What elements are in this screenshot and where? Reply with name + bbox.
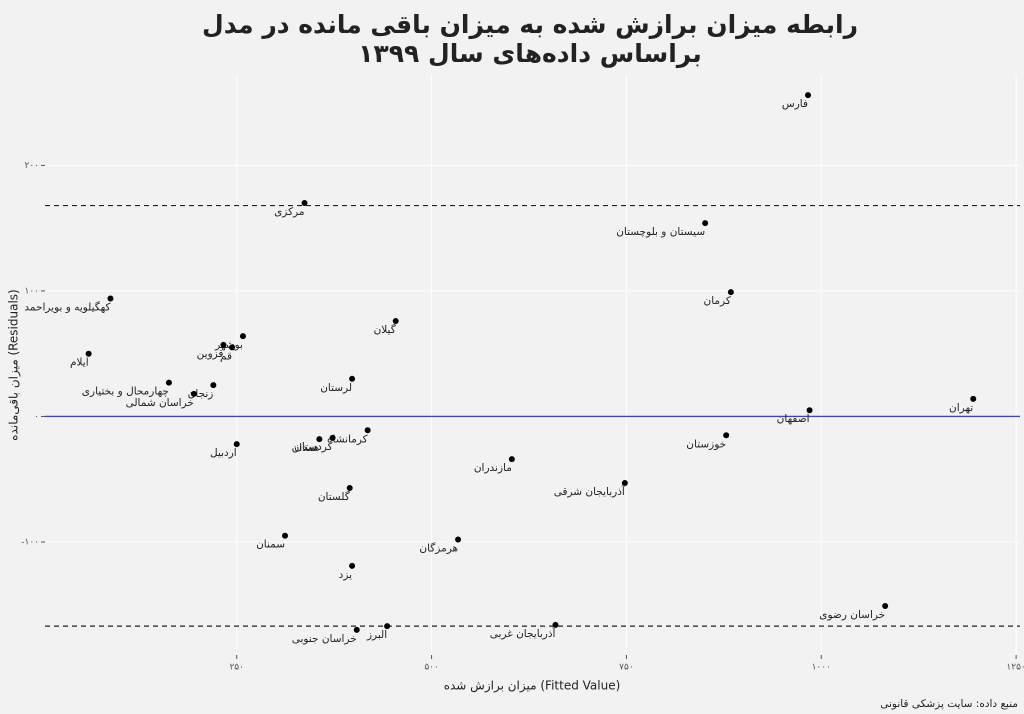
point-label: فارس xyxy=(782,98,808,110)
point-label: قزوین xyxy=(197,348,224,360)
point xyxy=(190,390,197,397)
point xyxy=(220,341,227,348)
point-label: هرمزگان xyxy=(419,542,458,555)
point-label: کهگیلویه و بویراحمد xyxy=(24,300,110,313)
point xyxy=(210,382,217,389)
point-label: البرز xyxy=(366,629,387,641)
plot-area: ۲۵۰ ۵۰۰ ۷۵۰ ۱۰۰۰ ۱۲۵۰ -۱۰۰ ۰ ۱۰۰ ۲۰۰ فارس مرکزی سیس… xyxy=(21,75,1024,673)
point xyxy=(239,333,246,340)
point xyxy=(316,436,323,443)
point-label: تهران xyxy=(949,402,973,414)
point xyxy=(233,441,240,448)
point xyxy=(702,220,709,227)
point xyxy=(85,350,92,357)
point-label: مازندران xyxy=(474,462,512,474)
x-tick-label: ۷۵۰ xyxy=(619,663,634,673)
x-tick-label: ۲۵۰ xyxy=(229,663,244,673)
point xyxy=(282,532,289,539)
chart-title: رابطه میزان برازش شده به میزان باقی ماند… xyxy=(202,10,858,40)
point-label: کرمانشاه xyxy=(327,433,368,445)
point xyxy=(806,407,813,414)
point xyxy=(621,480,628,487)
y-tick-label: -۱۰۰ xyxy=(21,538,39,548)
point-label: سمنان xyxy=(256,539,285,551)
point xyxy=(727,289,734,296)
x-tick-label: ۵۰۰ xyxy=(424,663,439,673)
point-label: ایلام xyxy=(70,357,89,369)
point xyxy=(508,456,515,463)
point-label: سیستان و بلوچستان xyxy=(616,226,705,238)
point xyxy=(353,626,360,633)
point xyxy=(349,375,356,382)
x-tick-label: ۱۰۰۰ xyxy=(812,663,831,673)
point-label: اصفهان xyxy=(777,413,810,425)
point-label: اردبیل xyxy=(210,447,237,459)
point xyxy=(301,200,308,207)
point-label: کردستان xyxy=(294,441,332,453)
x-axis-label: میزان برازش شده (Fitted Value) xyxy=(444,679,621,694)
point xyxy=(392,318,399,325)
point-label: گیلان xyxy=(374,323,396,336)
point-label: گلستان xyxy=(318,490,350,503)
y-tick-label: ۲۰۰ xyxy=(24,161,39,171)
point-label: خراسان جنوبی xyxy=(292,633,357,645)
point-label: کرمان xyxy=(704,295,731,307)
chart-title: براساس داده‌های سال ۱۳۹۹ xyxy=(358,39,701,69)
point-label: خراسان رضوی xyxy=(819,609,885,621)
point xyxy=(384,623,391,630)
point-label: بوشهر xyxy=(214,339,243,351)
point-label: چهارمحال و بختیاری xyxy=(82,386,169,398)
point xyxy=(970,395,977,402)
point xyxy=(805,92,812,99)
x-tick-label: ۱۲۵۰ xyxy=(1006,663,1024,673)
point-label: آذربایجان شرقی xyxy=(554,485,626,498)
point-label: خوزستان xyxy=(686,438,726,450)
point-label: همدان xyxy=(292,442,320,454)
caption: منبع داده: سایت پزشکی قانونی xyxy=(880,698,1018,710)
point xyxy=(349,562,356,569)
y-axis-label: میزان باقی‌مانده (Residuals) xyxy=(7,289,22,440)
point xyxy=(107,295,114,302)
point xyxy=(723,432,730,439)
point xyxy=(165,379,172,386)
point xyxy=(329,434,336,441)
point-label: یزد xyxy=(339,569,352,581)
point xyxy=(882,603,889,610)
point xyxy=(229,344,236,351)
point xyxy=(455,536,462,543)
point-label: خراسان شمالی xyxy=(126,397,194,409)
point xyxy=(552,621,559,628)
point xyxy=(364,427,371,434)
y-tick-label: ۱۰۰ xyxy=(24,286,39,296)
point xyxy=(346,485,353,492)
point-label: مرکزی xyxy=(274,206,304,218)
y-tick-label: ۰ xyxy=(34,412,39,422)
point-label: قم xyxy=(220,350,232,362)
point-label: لرستان xyxy=(320,382,352,394)
point-label: آذربایجان غربی xyxy=(490,627,557,640)
